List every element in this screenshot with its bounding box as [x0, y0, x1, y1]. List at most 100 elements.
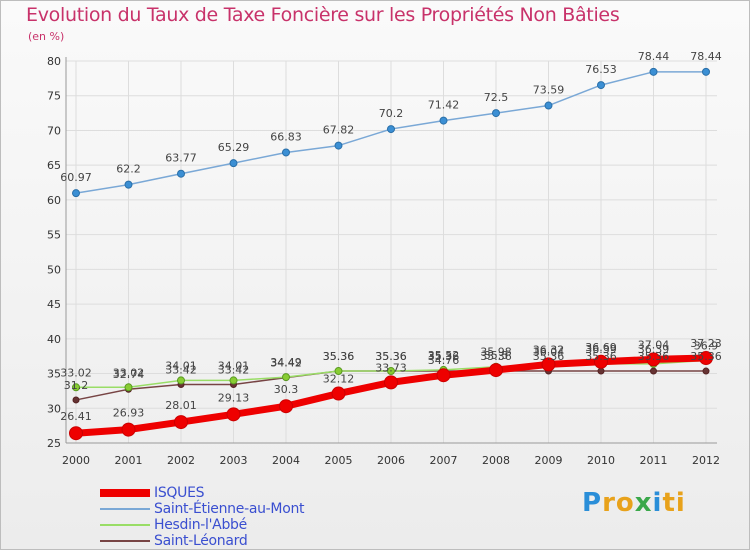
data-label-saint-etienne: 60.97 [60, 171, 92, 184]
data-point-isques [541, 357, 556, 372]
data-label-hesdin: 35.98 [480, 346, 512, 359]
data-point-saint-leonard [650, 367, 657, 375]
data-point-isques [279, 399, 293, 414]
data-label-saint-etienne: 63.77 [165, 152, 197, 165]
data-label-saint-leonard: 35.36 [480, 350, 512, 363]
y-tick-label: 70 [47, 124, 61, 137]
legend-swatch-isques [100, 489, 150, 497]
data-label-hesdin: 34.01 [165, 359, 197, 372]
data-label-saint-etienne: 78.44 [690, 50, 722, 63]
data-label-hesdin: 36.9 [694, 339, 719, 352]
data-label-saint-leonard: 35.36 [323, 350, 355, 363]
data-label-saint-etienne: 76.53 [585, 63, 617, 76]
y-tick-label: 45 [47, 298, 61, 311]
data-point-isques [69, 426, 83, 441]
x-tick-label: 2002 [167, 454, 195, 467]
data-label-saint-etienne: 62.2 [116, 163, 141, 176]
y-tick-label: 35 [47, 368, 61, 381]
x-tick-label: 2006 [377, 454, 405, 467]
data-label-isques: 26.93 [113, 407, 145, 420]
data-point-hesdin [282, 373, 290, 382]
data-point-isques [331, 386, 346, 401]
data-label-isques: 35.5 [484, 349, 509, 362]
data-label-isques: 32.12 [323, 373, 355, 386]
brand-letter: o [615, 488, 635, 518]
data-label-saint-leonard: 35.36 [533, 350, 565, 363]
data-label-isques: 37.23 [690, 337, 722, 350]
data-label-hesdin: 34.01 [218, 359, 250, 372]
brand-letter: i [652, 488, 663, 518]
data-label-isques: 36.69 [585, 341, 617, 354]
data-label-saint-leonard: 35.36 [585, 350, 617, 363]
data-label-isques: 26.41 [60, 410, 92, 423]
data-label-isques: 34.76 [428, 354, 460, 367]
brand-letter: P [582, 488, 603, 518]
data-label-isques: 29.13 [218, 391, 250, 404]
legend-swatch-hesdin [100, 524, 150, 526]
data-point-isques [594, 354, 608, 369]
data-point-saint-etienne [649, 67, 658, 76]
data-label-hesdin: 36.39 [585, 343, 617, 356]
y-tick-label: 65 [47, 159, 61, 172]
data-point-saint-etienne [229, 159, 238, 168]
brand-letter: t [662, 488, 676, 518]
x-tick-label: 2004 [272, 454, 300, 467]
data-label-hesdin: 36.39 [638, 343, 670, 356]
y-tick-label: 40 [47, 333, 61, 346]
data-point-saint-etienne [72, 189, 80, 198]
data-label-hesdin: 33.02 [113, 366, 145, 379]
data-label-hesdin: 36.04 [533, 345, 565, 358]
data-point-saint-etienne [544, 101, 553, 110]
brand-logo: Proxiti [582, 488, 686, 518]
data-label-saint-leonard: 35.36 [690, 350, 722, 363]
x-tick-label: 2012 [692, 454, 720, 467]
data-label-isques: 37.04 [638, 338, 670, 351]
legend-label: ISQUES [154, 485, 205, 501]
data-point-isques [121, 422, 136, 437]
x-tick-label: 2001 [115, 454, 143, 467]
x-tick-label: 2010 [587, 454, 615, 467]
data-label-saint-leonard: 35.36 [638, 350, 670, 363]
data-point-isques [489, 363, 503, 378]
data-label-saint-leonard: 33.42 [218, 364, 250, 377]
y-tick-label: 25 [47, 437, 61, 450]
data-label-saint-etienne: 71.42 [428, 99, 460, 112]
data-point-hesdin [229, 376, 238, 385]
x-tick-label: 2005 [325, 454, 353, 467]
data-point-isques [646, 352, 661, 367]
data-point-saint-leonard [702, 367, 710, 375]
data-point-isques [174, 415, 188, 430]
data-label-isques: 30.3 [274, 383, 299, 396]
data-point-saint-etienne [439, 116, 448, 125]
data-label-isques: 33.73 [375, 361, 407, 374]
data-point-saint-etienne [177, 169, 185, 178]
x-tick-label: 2007 [430, 454, 458, 467]
x-tick-label: 2009 [535, 454, 563, 467]
data-label-saint-etienne: 72.5 [484, 91, 509, 104]
data-label-isques: 36.32 [533, 343, 565, 356]
data-point-hesdin [177, 376, 185, 385]
data-point-saint-leonard [72, 396, 80, 404]
legend-label: Hesdin-l'Abbé [154, 517, 247, 533]
data-point-saint-etienne [492, 109, 500, 118]
y-tick-label: 50 [47, 263, 61, 276]
x-tick-label: 2000 [62, 454, 90, 467]
data-label-saint-etienne: 67.82 [323, 124, 355, 137]
data-point-isques [436, 368, 451, 383]
data-label-hesdin: 35.52 [428, 349, 460, 362]
legend-swatch-saint-etienne [100, 508, 150, 510]
data-point-hesdin [334, 367, 343, 376]
y-tick-label: 80 [47, 55, 61, 68]
data-point-saint-etienne [282, 148, 290, 157]
legend-label: Saint-Étienne-au-Mont [154, 501, 305, 517]
data-label-saint-leonard: 35.36 [375, 350, 407, 363]
data-label-saint-leonard: 31.2 [64, 379, 89, 392]
data-point-hesdin [387, 367, 395, 376]
data-label-hesdin: 33.02 [60, 366, 92, 379]
x-tick-label: 2008 [482, 454, 510, 467]
y-tick-label: 60 [47, 194, 61, 207]
data-label-saint-leonard: 32.74 [113, 368, 145, 381]
data-point-saint-etienne [702, 67, 710, 76]
